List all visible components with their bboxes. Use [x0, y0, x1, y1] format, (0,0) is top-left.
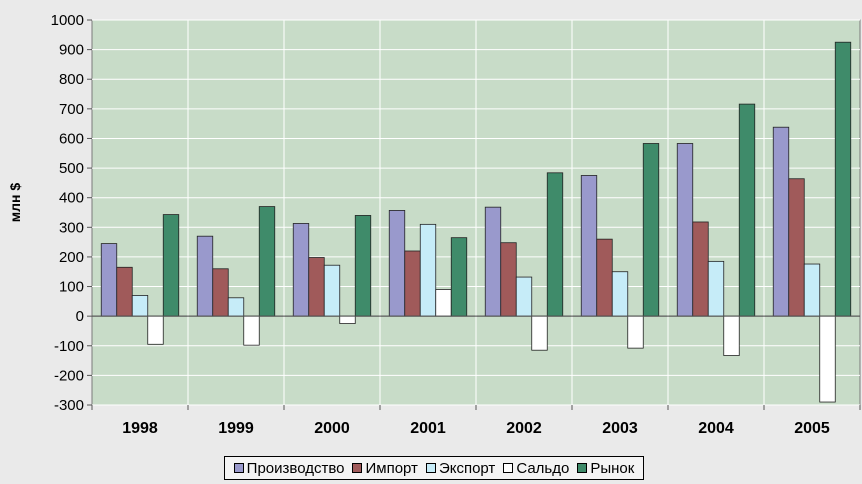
legend-item-balance: Сальдо	[503, 460, 569, 477]
bar-Рынок-2000	[354, 215, 372, 317]
legend-swatch-import	[352, 463, 363, 473]
legend-label-production: Производство	[246, 459, 345, 477]
x-tick-label: 1998	[122, 420, 158, 437]
legend-swatch-export	[425, 463, 436, 473]
y-tick-label: 0	[76, 308, 84, 325]
legend-label-export: Экспорт	[438, 459, 496, 477]
y-tick-label: 500	[59, 160, 84, 177]
y-tick-label: 800	[59, 71, 84, 88]
x-tick-label: 2005	[794, 420, 830, 437]
bar-Экспорт-1998	[131, 295, 149, 317]
y-axis-label: млн $	[7, 183, 23, 223]
bar-Импорт-2001	[404, 250, 421, 317]
y-tick-label: 400	[59, 190, 84, 207]
bar-Сальдо-2004	[723, 315, 740, 356]
y-tick-label: 300	[59, 219, 84, 236]
bar-Импорт-2002	[500, 242, 517, 317]
bar-Сальдо-1998	[147, 315, 164, 345]
bar-Производство-2003	[580, 175, 598, 317]
bar-Рынок-2003	[642, 143, 660, 317]
bar-Производство-2001	[388, 210, 406, 317]
bar-Сальдо-1999	[243, 315, 260, 346]
legend-swatch-balance	[503, 463, 514, 473]
x-tick-label: 2001	[410, 420, 446, 437]
bar-Экспорт-2005	[803, 263, 821, 317]
bar-Рынок-2002	[546, 172, 564, 317]
bar-Экспорт-2004	[707, 260, 725, 317]
bar-Сальдо-2002	[531, 315, 548, 351]
bar-Импорт-2005	[788, 178, 805, 317]
bar-Производство-1998	[100, 243, 118, 317]
x-tick-label: 2002	[506, 420, 542, 437]
bar-Рынок-2005	[834, 41, 852, 317]
y-tick-label: 600	[59, 130, 84, 147]
bar-Экспорт-2002	[515, 276, 533, 317]
x-tick-label: 2004	[698, 420, 734, 437]
bar-Производство-2005	[772, 126, 790, 317]
bar-Экспорт-2001	[419, 223, 437, 317]
y-tick-label: 700	[59, 101, 84, 118]
x-tick-label: 2000	[314, 420, 350, 437]
bar-Импорт-1998	[116, 266, 133, 317]
bar-Экспорт-1999	[227, 297, 245, 317]
legend-swatch-production	[233, 463, 244, 473]
bar-Сальдо-2005	[819, 315, 836, 403]
bar-Импорт-2003	[596, 238, 613, 317]
bar-Импорт-2000	[308, 257, 325, 317]
bar-Сальдо-2001	[435, 289, 452, 317]
y-tick-label: 900	[59, 42, 84, 59]
bar-Рынок-2001	[450, 237, 468, 317]
legend-item-market: Рынок	[577, 460, 634, 477]
x-tick-label: 2003	[602, 420, 638, 437]
chart-legend: Производство Импорт Экспорт Сальдо Рынок	[224, 456, 644, 480]
bar-Производство-2004	[676, 143, 694, 317]
bar-Сальдо-2003	[627, 315, 644, 349]
legend-item-import: Импорт	[352, 459, 418, 477]
bar-Рынок-1998	[162, 214, 180, 317]
y-tick-label: 200	[59, 249, 84, 266]
bar-Рынок-1999	[258, 206, 276, 317]
y-tick-label: 1000	[51, 12, 84, 29]
bar-Производство-1999	[196, 235, 214, 317]
legend-swatch-market	[577, 463, 588, 473]
bar-Импорт-1999	[212, 268, 229, 317]
bar-Производство-2000	[292, 223, 310, 317]
legend-label-balance: Сальдо	[516, 459, 570, 477]
bar-Экспорт-2003	[611, 271, 629, 317]
bar-Экспорт-2000	[323, 264, 341, 317]
y-tick-label: -300	[54, 397, 84, 414]
y-tick-label: 100	[59, 279, 84, 296]
y-tick-label: -200	[54, 367, 84, 384]
bar-Импорт-2004	[692, 221, 709, 317]
legend-item-export: Экспорт	[425, 459, 496, 477]
bar-Рынок-2004	[738, 103, 756, 317]
legend-label-market: Рынок	[590, 459, 635, 477]
x-tick-label: 1999	[218, 420, 254, 437]
bar-Сальдо-2000	[339, 315, 356, 324]
legend-label-import: Импорт	[365, 459, 418, 477]
legend-item-production: Производство	[233, 459, 345, 477]
y-tick-label: -100	[54, 338, 84, 355]
bar-Производство-2002	[484, 206, 502, 317]
